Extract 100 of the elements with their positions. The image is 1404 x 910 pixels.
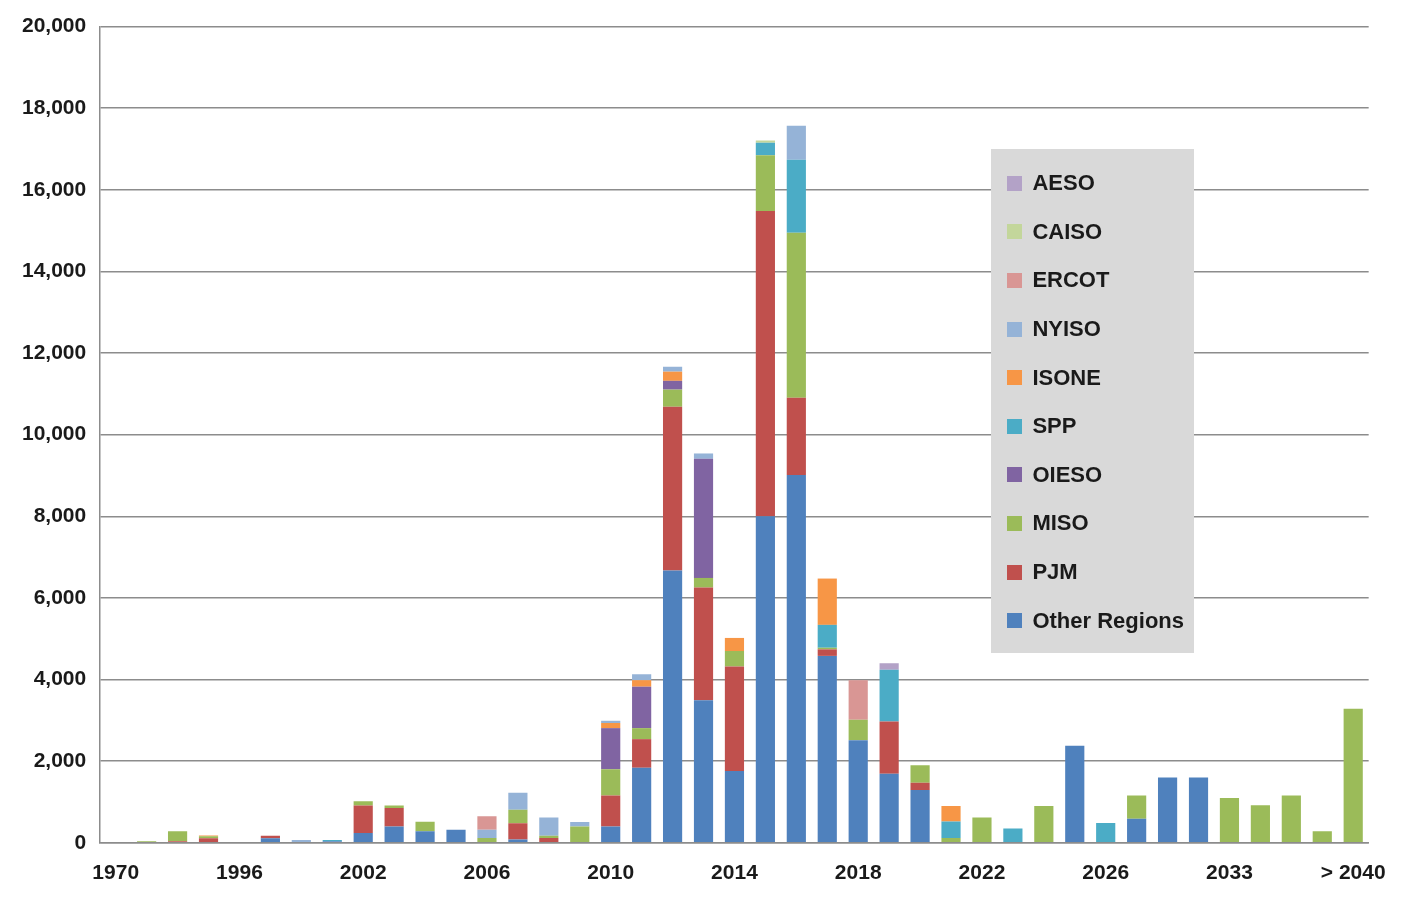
bar bbox=[693, 458, 714, 578]
bar bbox=[1003, 828, 1023, 843]
bar bbox=[755, 211, 775, 517]
bar bbox=[632, 674, 652, 681]
bar bbox=[1034, 806, 1054, 843]
bar bbox=[291, 839, 311, 843]
legend-label: OIESO bbox=[1032, 461, 1103, 488]
bar bbox=[662, 366, 683, 372]
bar bbox=[817, 655, 837, 843]
bar bbox=[415, 821, 435, 832]
bar bbox=[693, 577, 714, 588]
bar bbox=[662, 380, 683, 390]
bar bbox=[941, 821, 961, 838]
bar bbox=[508, 809, 528, 824]
y-tick-label: 14,000 bbox=[22, 258, 87, 282]
bar bbox=[724, 650, 745, 667]
bar bbox=[693, 453, 714, 459]
bar bbox=[910, 782, 930, 790]
y-tick-label: 0 bbox=[74, 829, 87, 853]
bar bbox=[724, 770, 745, 843]
bar bbox=[755, 516, 775, 843]
bar bbox=[662, 406, 683, 571]
y-tick-label: 18,000 bbox=[22, 95, 87, 119]
y-tick-label: 16,000 bbox=[22, 176, 87, 200]
bar bbox=[632, 739, 652, 768]
y-tick-label: 10,000 bbox=[22, 421, 87, 445]
bar bbox=[1065, 745, 1085, 843]
bar bbox=[724, 666, 745, 771]
y-tick-label: 12,000 bbox=[22, 339, 87, 363]
bar bbox=[817, 624, 837, 648]
bar bbox=[601, 826, 621, 843]
bar bbox=[632, 686, 652, 729]
bar bbox=[786, 125, 806, 160]
bar bbox=[1157, 777, 1178, 843]
x-tick-label: 2010 bbox=[587, 860, 635, 884]
bar bbox=[1219, 797, 1240, 843]
bar bbox=[1127, 795, 1147, 819]
bar bbox=[879, 663, 899, 670]
bar bbox=[1127, 818, 1147, 843]
bar bbox=[724, 637, 745, 651]
bar bbox=[662, 389, 683, 407]
bar bbox=[477, 829, 497, 838]
bar bbox=[539, 817, 559, 836]
bar bbox=[662, 371, 683, 381]
bar bbox=[384, 805, 404, 809]
legend-label: NYISO bbox=[1032, 316, 1101, 343]
bar bbox=[632, 767, 652, 843]
bar bbox=[879, 669, 899, 722]
x-tick-label: 1996 bbox=[216, 860, 263, 884]
bar bbox=[601, 723, 621, 729]
legend-label: SPP bbox=[1032, 413, 1077, 440]
y-tick-label: 4,000 bbox=[33, 666, 87, 690]
bar bbox=[198, 838, 219, 843]
bar bbox=[941, 837, 961, 843]
bar bbox=[786, 397, 806, 476]
bar bbox=[384, 826, 404, 843]
bar bbox=[848, 740, 868, 843]
bar bbox=[415, 831, 435, 843]
bar bbox=[601, 728, 621, 770]
bar bbox=[477, 837, 497, 843]
bar bbox=[353, 833, 373, 843]
bar bbox=[879, 773, 899, 843]
x-tick-label: 2026 bbox=[1082, 860, 1130, 884]
bar bbox=[941, 806, 961, 822]
x-tick-label: 2014 bbox=[711, 860, 759, 884]
bar bbox=[167, 831, 188, 842]
x-tick-label: > 2040 bbox=[1320, 860, 1386, 884]
x-tick-label: 2022 bbox=[958, 860, 1006, 884]
bar bbox=[539, 837, 559, 843]
x-tick-label: 2033 bbox=[1206, 860, 1253, 884]
legend-label: PJM bbox=[1032, 559, 1078, 586]
y-tick-label: 2,000 bbox=[33, 747, 87, 771]
y-tick-label: 20,000 bbox=[22, 13, 87, 37]
x-tick-label: 2018 bbox=[834, 860, 882, 884]
bar bbox=[910, 789, 930, 843]
bar bbox=[601, 769, 621, 796]
bar bbox=[384, 808, 404, 827]
y-tick-label: 8,000 bbox=[33, 503, 87, 527]
bar bbox=[508, 823, 528, 840]
bar bbox=[632, 728, 652, 740]
bar bbox=[632, 680, 652, 687]
legend-label: Other Regions bbox=[1032, 607, 1184, 634]
bar bbox=[1343, 708, 1363, 843]
bar bbox=[353, 801, 373, 806]
bar bbox=[1312, 831, 1332, 843]
bar bbox=[353, 805, 373, 834]
bar bbox=[570, 826, 590, 843]
legend-label: CAISO bbox=[1032, 218, 1103, 245]
bar bbox=[848, 719, 868, 741]
bar bbox=[755, 155, 775, 212]
bar bbox=[477, 816, 497, 830]
x-tick-label: 2006 bbox=[463, 860, 511, 884]
legend-label: ERCOT bbox=[1032, 267, 1110, 294]
bar bbox=[879, 721, 899, 774]
legend-label: AESO bbox=[1032, 170, 1095, 197]
bar bbox=[693, 700, 714, 843]
legend-label: MISO bbox=[1032, 510, 1089, 537]
bar bbox=[786, 232, 806, 398]
bar bbox=[786, 475, 806, 843]
bar bbox=[848, 680, 868, 720]
